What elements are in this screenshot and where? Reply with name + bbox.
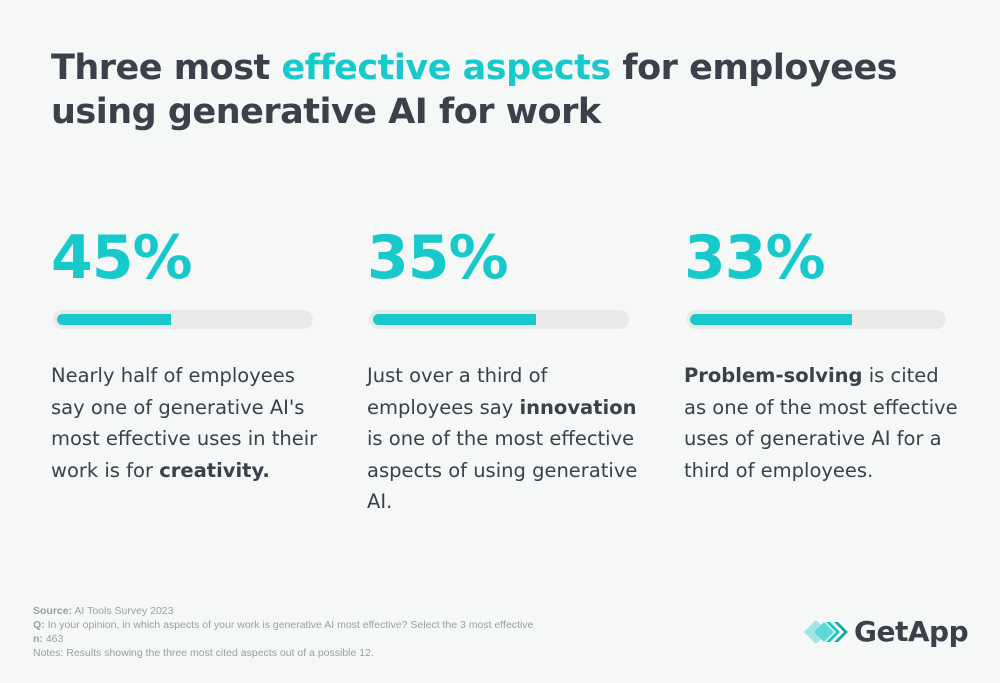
- progress-track: [686, 310, 946, 329]
- desc-text: Just over a third of employees say: [367, 364, 548, 419]
- stat-value: 35%: [367, 223, 509, 293]
- source-notes: Source: AI Tools Survey 2023 Q: In your …: [33, 604, 533, 660]
- desc-text: is cited as one of the most effective us…: [684, 364, 958, 482]
- progress-track: [53, 310, 313, 329]
- stat-description: Just over a third of employees say innov…: [367, 360, 642, 518]
- value: 463: [42, 633, 64, 645]
- desc-text: Nearly half of employees say one of gene…: [51, 364, 318, 482]
- desc-text: is one of the most effective aspects of …: [367, 427, 638, 513]
- label: Q:: [33, 619, 45, 631]
- label: Source:: [33, 605, 73, 617]
- desc-bold: creativity.: [159, 458, 270, 482]
- stat-creativity: 45% Nearly half of employees say one of …: [51, 222, 317, 482]
- progress-fill: [373, 314, 536, 325]
- page-title: Three most effective aspects for employe…: [51, 46, 971, 134]
- progress-track: [369, 310, 629, 329]
- stat-description: Nearly half of employees say one of gene…: [51, 360, 326, 486]
- stat-innovation: 35% Just over a third of employees say i…: [367, 222, 637, 513]
- title-accent: effective aspects: [281, 48, 611, 88]
- value: In your opinion, in which aspects of you…: [44, 619, 534, 631]
- stat-description: Problem-solving is cited as one of the m…: [684, 360, 959, 486]
- value: AI Tools Survey 2023: [72, 605, 174, 617]
- stat-value: 33%: [684, 223, 826, 293]
- title-part1: Three most: [51, 48, 282, 88]
- question-line: Q: In your opinion, in which aspects of …: [33, 618, 533, 632]
- logo-text: GetApp: [854, 615, 969, 648]
- title-part2: for employees using generative AI for wo…: [51, 48, 898, 132]
- progress-fill: [690, 314, 852, 325]
- desc-bold: Problem-solving: [684, 364, 863, 387]
- stat-value: 45%: [51, 223, 193, 293]
- getapp-chevron-icon: [804, 617, 852, 647]
- desc-bold: innovation: [519, 395, 637, 419]
- label: n:: [33, 633, 43, 645]
- notes-line: Notes: Results showing the three most ci…: [33, 647, 374, 659]
- getapp-logo: GetApp: [804, 615, 969, 648]
- stat-problem-solving: 33% Problem-solving is cited as one of t…: [684, 222, 958, 482]
- sample-size-line: n: 463: [33, 632, 533, 646]
- source-line: Source: AI Tools Survey 2023: [33, 604, 533, 618]
- progress-fill: [57, 314, 171, 325]
